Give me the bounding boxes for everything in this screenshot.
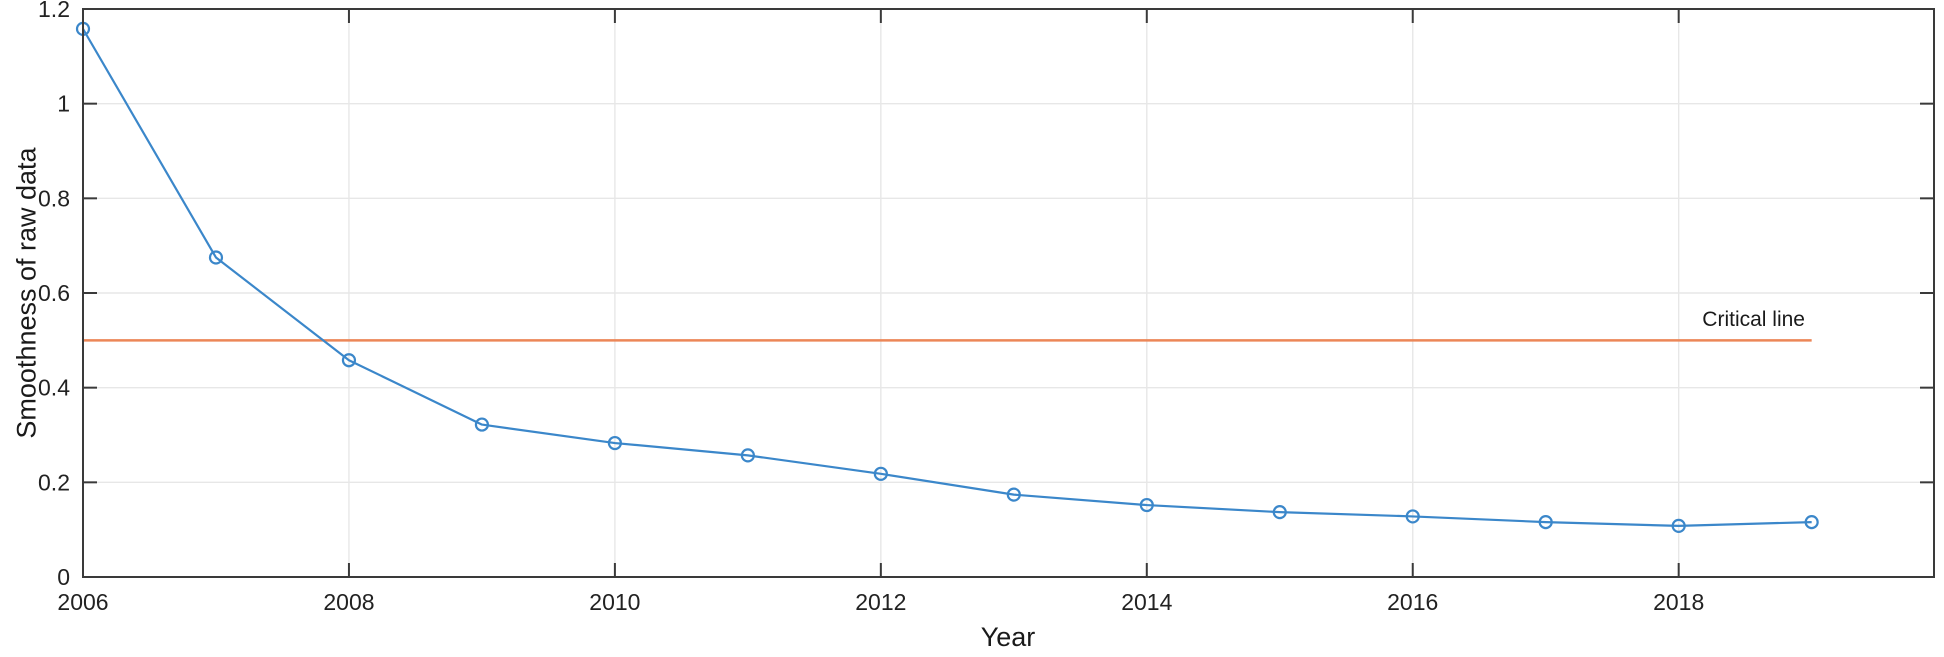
x-tick-label: 2012 (855, 589, 906, 615)
y-tick-label: 0.8 (38, 185, 70, 211)
data-point-marker (740, 448, 755, 463)
data-point-marker (474, 417, 490, 432)
critical-line-label: Critical line (1702, 308, 1805, 331)
data-point-marker (341, 353, 357, 368)
y-tick-label: 1.2 (38, 0, 70, 22)
y-tick-label: 0.6 (38, 280, 70, 306)
data-point-marker (1671, 518, 1686, 533)
data-point-marker (1006, 487, 1021, 502)
data-point-marker (208, 250, 224, 265)
x-tick-label: 2014 (1121, 589, 1172, 615)
x-tick-label: 2006 (57, 589, 108, 615)
x-tick-label: 2016 (1387, 589, 1438, 615)
series-line (82, 28, 1812, 527)
data-point-marker (1538, 514, 1553, 530)
x-axis-title: Year (980, 622, 1036, 652)
x-tick-label: 2010 (589, 589, 640, 615)
x-tick-label: 2018 (1653, 589, 1704, 615)
y-tick-label: 0.4 (38, 375, 70, 401)
data-point-marker (607, 435, 622, 451)
data-point-marker (1405, 509, 1420, 524)
x-tick-label: 2008 (323, 589, 374, 615)
data-point-marker (1139, 497, 1154, 513)
data-point-marker (1272, 505, 1287, 520)
data-point-marker (1804, 514, 1819, 530)
data-point-marker (873, 466, 888, 481)
y-axis-title: Smoothness of raw data (11, 147, 42, 439)
y-tick-label: 0.2 (38, 469, 70, 495)
y-tick-label: 1 (57, 91, 70, 117)
y-tick-label: 0 (57, 564, 70, 590)
